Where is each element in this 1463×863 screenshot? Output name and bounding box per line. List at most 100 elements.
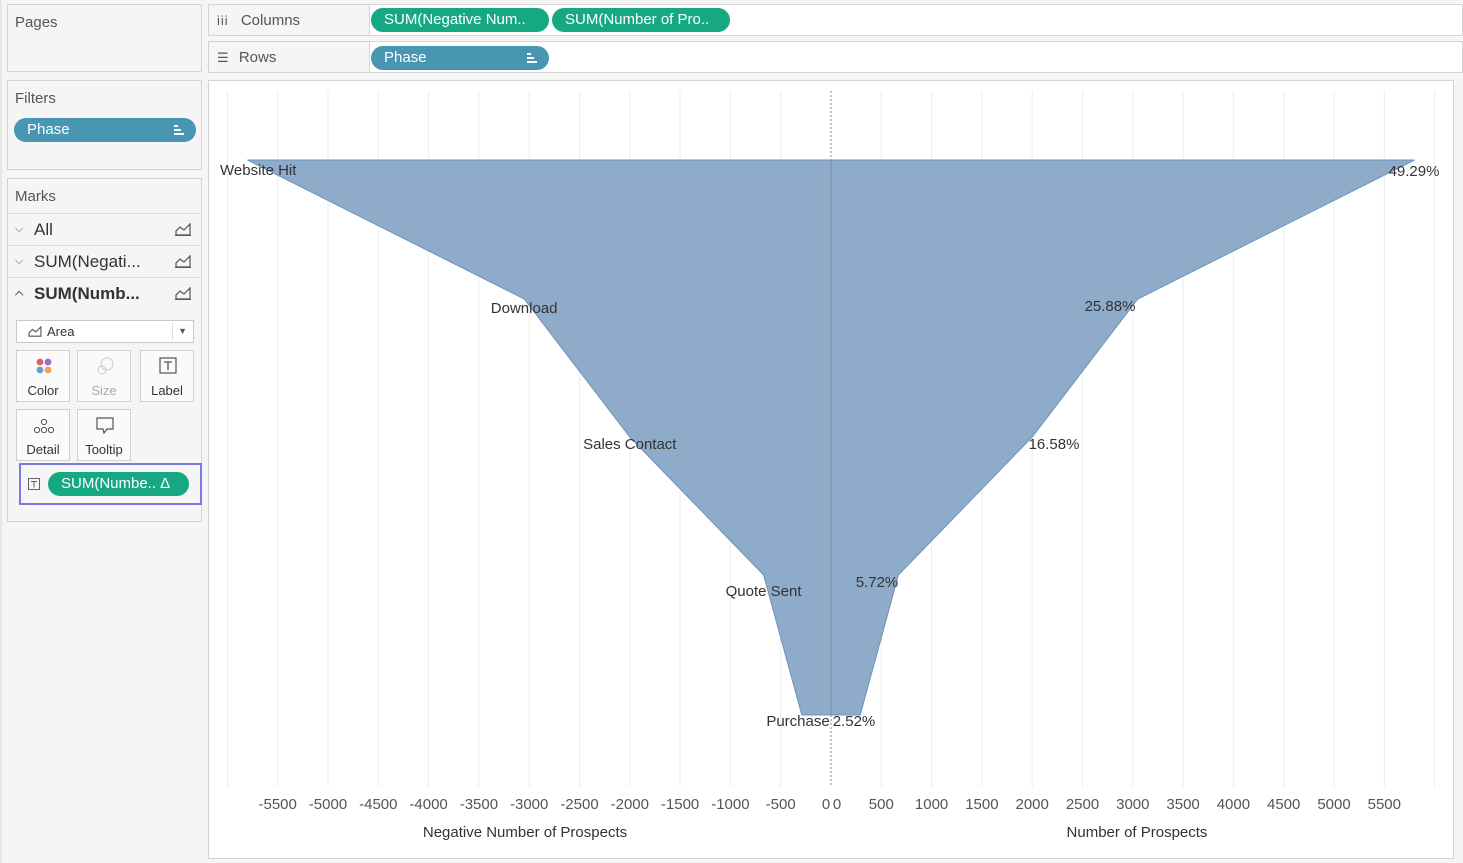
value-label: 16.58%	[1029, 436, 1080, 453]
right-axis-tick-label: 0	[833, 796, 841, 813]
detail-card-label: Detail	[26, 442, 60, 457]
left-axis-tick-label: -2500	[560, 796, 598, 813]
left-axis-tick-label: -1500	[661, 796, 699, 813]
left-axis-tick-label: -5500	[259, 796, 297, 813]
marks-panel: Marks ⌵ All ⌵ SUM(Negati... ⌵ SUM(Numb..…	[7, 178, 202, 522]
negative-area	[247, 159, 832, 716]
columns-shelf[interactable]: iii Columns SUM(Negative Num.. SUM(Numbe…	[208, 4, 1463, 36]
left-axis-tick-label: -3000	[510, 796, 548, 813]
category-label: Purchase	[766, 713, 829, 730]
funnel-chart[interactable]: Website Hit Download Sales Contact Quote Se…	[209, 81, 1453, 858]
right-axis-tick-label: 1500	[965, 796, 998, 813]
text-label-icon	[159, 357, 177, 374]
label-card-label: Label	[151, 383, 183, 398]
mark-type-dropdown[interactable]: Area ▼	[16, 320, 194, 343]
right-axis-tick-label: 5000	[1317, 796, 1350, 813]
area-mark-icon	[175, 255, 191, 268]
label-field-row[interactable]: SUM(Numbe.. Δ	[19, 463, 202, 505]
tooltip-card[interactable]: Tooltip	[77, 409, 131, 461]
marks-row-number[interactable]: ⌵ SUM(Numb...	[8, 277, 200, 309]
left-edge	[0, 0, 2, 863]
size-card-label: Size	[91, 383, 117, 398]
rows-shelf[interactable]: ☰ Rows Phase	[208, 41, 1463, 73]
right-axis-tick-label: 1000	[915, 796, 948, 813]
right-axis-tick-label: 4000	[1217, 796, 1250, 813]
right-axis-tick-label: 4500	[1267, 796, 1300, 813]
rows-shelf-title: ☰ Rows	[217, 49, 367, 66]
area-mark-icon	[175, 287, 191, 300]
column-pill-number[interactable]: SUM(Number of Pro..	[552, 8, 730, 32]
left-axis-tick-label: -2000	[611, 796, 649, 813]
area-mark-icon	[28, 326, 42, 337]
columns-shelf-title: iii Columns	[217, 12, 367, 29]
row-pill-label: Phase	[384, 49, 427, 66]
label-field-text: SUM(Numbe.. Δ	[61, 475, 171, 492]
filter-pill-phase[interactable]: Phase	[14, 118, 196, 142]
label-field-pill[interactable]: SUM(Numbe.. Δ	[48, 472, 189, 496]
detail-dots-icon	[33, 418, 55, 434]
sort-icon	[174, 125, 184, 135]
pages-panel[interactable]: Pages	[7, 4, 202, 72]
left-axis-tick-label: -1000	[711, 796, 749, 813]
right-axis-tick-label: 3500	[1166, 796, 1199, 813]
left-axis-tick-label: -5000	[309, 796, 347, 813]
label-card[interactable]: Label	[140, 350, 194, 402]
positive-area	[830, 159, 1415, 716]
area-mark-icon	[175, 223, 191, 236]
columns-icon: iii	[217, 13, 229, 28]
value-label: 2.52%	[833, 713, 876, 730]
left-axis-tick-label: -3500	[460, 796, 498, 813]
right-axis-tick-label: 500	[869, 796, 894, 813]
rows-drop-area[interactable]: Phase	[369, 42, 1462, 72]
category-label: Download	[491, 300, 558, 317]
color-card[interactable]: Color	[16, 350, 70, 402]
chevron-down-icon: ⌵	[15, 223, 24, 235]
value-label: 49.29%	[1389, 163, 1440, 180]
color-dots-icon	[36, 358, 52, 374]
filters-panel[interactable]: Filters Phase	[7, 80, 202, 170]
dropdown-divider	[172, 323, 173, 340]
right-axis-title: Number of Prospects	[1067, 824, 1208, 841]
left-axis-tick-label: -4500	[359, 796, 397, 813]
filter-pill-label: Phase	[27, 121, 70, 138]
color-card-label: Color	[27, 383, 59, 398]
column-pill-negative[interactable]: SUM(Negative Num..	[371, 8, 549, 32]
tooltip-card-label: Tooltip	[85, 442, 123, 457]
filters-title: Filters	[15, 90, 56, 107]
left-axis-title: Negative Number of Prospects	[423, 824, 627, 841]
left-axis-tick-label: -500	[766, 796, 796, 813]
marks-row-label: All	[34, 220, 53, 239]
mark-type-value: Area	[47, 324, 75, 339]
left-axis-tick-label: -4000	[409, 796, 447, 813]
right-axis-tick-label: 3000	[1116, 796, 1149, 813]
marks-row-all[interactable]: ⌵ All	[8, 213, 200, 245]
category-label: Sales Contact	[583, 436, 677, 453]
rows-icon: ☰	[217, 50, 229, 65]
category-label: Website Hit	[220, 162, 297, 179]
size-card[interactable]: Size	[77, 350, 131, 402]
viz-canvas[interactable]: Website Hit Download Sales Contact Quote Se…	[208, 80, 1454, 859]
column-pill-label: SUM(Number of Pro..	[565, 11, 710, 28]
size-icon	[97, 357, 114, 375]
speech-bubble-icon	[96, 417, 114, 435]
columns-drop-area[interactable]: SUM(Negative Num.. SUM(Number of Pro..	[369, 5, 1462, 35]
marks-row-negative[interactable]: ⌵ SUM(Negati...	[8, 245, 200, 277]
rows-label: Rows	[238, 49, 277, 66]
marks-row-label: SUM(Negati...	[34, 252, 141, 271]
chevron-down-icon: ⌵	[15, 255, 24, 267]
chevron-up-icon: ⌵	[15, 288, 24, 300]
left-axis-tick-label: 0	[822, 796, 830, 813]
value-label: 25.88%	[1085, 298, 1136, 315]
marks-title: Marks	[15, 188, 56, 205]
detail-card[interactable]: Detail	[16, 409, 70, 461]
right-axis-tick-label: 2500	[1066, 796, 1099, 813]
columns-label: Columns	[240, 12, 301, 29]
category-label: Quote Sent	[726, 583, 803, 600]
value-label: 5.72%	[856, 574, 899, 591]
right-axis-tick-label: 2000	[1016, 796, 1049, 813]
chevron-down-icon: ▼	[178, 326, 187, 336]
column-pill-label: SUM(Negative Num..	[384, 11, 526, 28]
row-pill-phase[interactable]: Phase	[371, 46, 549, 70]
text-label-icon	[28, 478, 40, 490]
sort-icon	[527, 53, 537, 63]
